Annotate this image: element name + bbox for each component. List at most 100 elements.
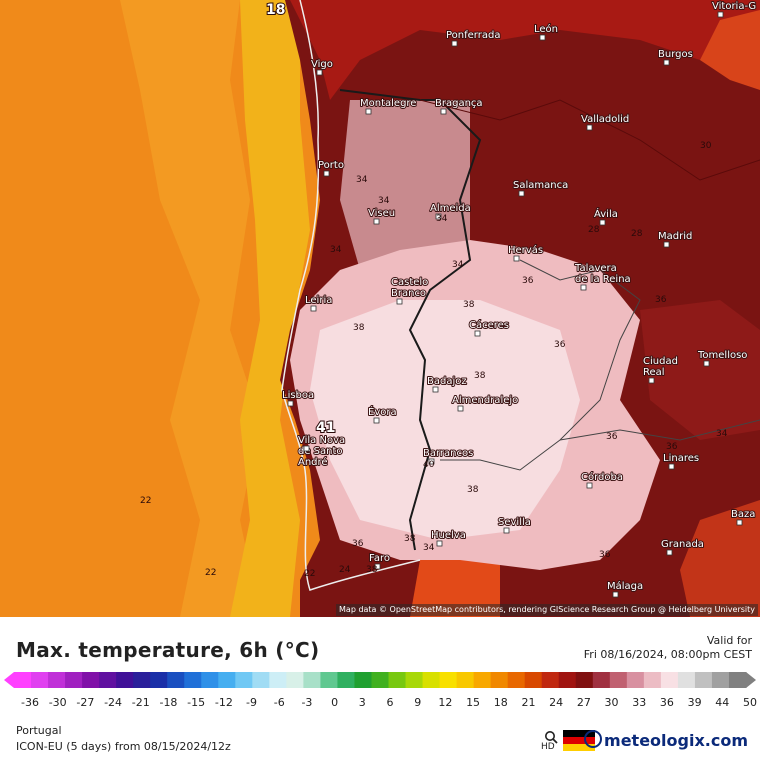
coast-yellow-band bbox=[230, 0, 310, 617]
scale-cell bbox=[116, 672, 134, 688]
isotherm-label: 34 bbox=[716, 429, 728, 439]
search-icon[interactable] bbox=[544, 730, 558, 744]
city-marker bbox=[599, 219, 606, 226]
city-marker bbox=[539, 34, 546, 41]
city-label-talavera-de-la-reina: Talavera de la Reina bbox=[574, 263, 631, 285]
city-marker bbox=[373, 218, 380, 225]
region-border-1 bbox=[440, 259, 641, 471]
se-red-area bbox=[680, 500, 760, 617]
city-label-le-n: León bbox=[534, 23, 558, 35]
scale-tick-label: 30 bbox=[604, 696, 619, 709]
scale-cell bbox=[490, 672, 509, 688]
city-marker bbox=[440, 108, 447, 115]
scale-tick-label: -12 bbox=[214, 696, 233, 709]
scale-cell bbox=[184, 672, 202, 688]
scale-cell bbox=[31, 672, 49, 688]
isotherm-label: 30 bbox=[700, 141, 712, 151]
scale-cell bbox=[269, 672, 287, 688]
isotherm-label: 22 bbox=[205, 568, 216, 578]
isotherm-label: 40 bbox=[423, 460, 435, 470]
scale-tick-label: 27 bbox=[576, 696, 591, 709]
city-marker bbox=[513, 255, 520, 262]
scale-tick-label: -9 bbox=[246, 696, 258, 709]
scale-cell bbox=[286, 672, 304, 688]
city-marker bbox=[435, 213, 442, 220]
city-labels: Vitoria-G Ponferrada León Vigo Burgos Montale… bbox=[281, 0, 757, 598]
scale-tick-label: -6 bbox=[273, 696, 285, 709]
scale-tick-label: 50 bbox=[743, 696, 757, 709]
city-marker bbox=[668, 463, 675, 470]
scale-cell bbox=[575, 672, 594, 688]
hd-label: HD bbox=[541, 742, 555, 752]
city-label-almeida: Almeida bbox=[430, 203, 471, 214]
isotherm-labels: 18 34 34 34 34 34 38 36 38 36 38 36 38 36 36 41 40 38 22 22… bbox=[140, 1, 728, 579]
scale-cell bbox=[252, 672, 270, 688]
scale-cell bbox=[677, 672, 696, 688]
city-marker bbox=[612, 591, 619, 598]
scale-cell bbox=[201, 672, 219, 688]
city-label-lisboa: Lisboa bbox=[282, 390, 314, 401]
isotherm-label: 36 bbox=[554, 340, 566, 350]
city-marker bbox=[663, 241, 670, 248]
meteologix-logo[interactable]: meteologix.com bbox=[584, 730, 748, 750]
isotherm-label: 28 bbox=[631, 229, 643, 239]
isotherm-label: 36 bbox=[352, 539, 364, 549]
isotherm-label: 38 bbox=[474, 371, 486, 381]
scale-cell bbox=[371, 672, 390, 688]
city-marker bbox=[303, 445, 310, 452]
city-marker bbox=[323, 170, 330, 177]
city-label-viseu: Viseu bbox=[368, 208, 395, 219]
scale-tick-label: 39 bbox=[687, 696, 702, 709]
isotherm-label: 28 bbox=[588, 225, 600, 235]
scale-tick-label: -30 bbox=[48, 696, 67, 709]
german-flag-icon[interactable] bbox=[563, 730, 595, 751]
scale-cell bbox=[609, 672, 628, 688]
city-label-c-rdoba: Córdoba bbox=[581, 471, 623, 483]
isotherm-label: 22 bbox=[140, 496, 151, 506]
scale-cell bbox=[167, 672, 185, 688]
city-label-montalegre: Montalegre bbox=[360, 98, 416, 109]
scale-cell bbox=[694, 672, 713, 688]
coastline bbox=[281, 0, 421, 591]
city-label-huelva: Huelva bbox=[431, 530, 466, 541]
scale-cell bbox=[524, 672, 543, 688]
city-label-c-ceres: Cáceres bbox=[469, 319, 509, 331]
isotherm-label: 36 bbox=[599, 550, 611, 560]
scale-tick-label: 44 bbox=[715, 696, 730, 709]
inland-hottest-area bbox=[310, 300, 580, 540]
scale-cell bbox=[65, 672, 83, 688]
city-label--vila: Ávila bbox=[594, 207, 618, 220]
scale-tick-label: 36 bbox=[659, 696, 674, 709]
city-marker bbox=[396, 298, 403, 305]
city-label-linares: Linares bbox=[663, 453, 699, 464]
legend-panel bbox=[0, 617, 760, 760]
city-label-madrid: Madrid bbox=[658, 231, 692, 242]
scale-tick-label: -36 bbox=[21, 696, 39, 709]
city-label-sevilla: Sevilla bbox=[498, 517, 531, 528]
scale-cell bbox=[320, 672, 338, 688]
scale-tick-label: 21 bbox=[521, 696, 536, 709]
scale-tick-label: 24 bbox=[549, 696, 564, 709]
valid-time: Fri 08/16/2024, 08:00pm CEST bbox=[583, 648, 752, 661]
city-label--vora: Évora bbox=[368, 405, 397, 418]
city-marker bbox=[287, 400, 294, 407]
scale-min-arrow bbox=[4, 672, 14, 688]
city-marker bbox=[663, 59, 670, 66]
isotherm-label: 18 bbox=[266, 2, 285, 18]
scale-cell bbox=[711, 672, 730, 688]
city-marker bbox=[373, 417, 380, 424]
city-marker bbox=[365, 108, 372, 115]
city-label-vigo: Vigo bbox=[311, 59, 333, 70]
map-title: Max. temperature, 6h (°C) bbox=[16, 638, 320, 662]
isotherm-label: 24 bbox=[339, 565, 351, 575]
ne-orange-area bbox=[700, 10, 760, 90]
scale-tick-label: 18 bbox=[493, 696, 508, 709]
city-marker bbox=[648, 377, 655, 384]
inland-pink-north bbox=[340, 100, 470, 270]
temperature-map[interactable]: Vitoria-G Ponferrada León Vigo Burgos Montale… bbox=[0, 0, 760, 617]
scale-tick-label: -3 bbox=[301, 696, 313, 709]
scale-cell bbox=[405, 672, 424, 688]
city-marker bbox=[436, 540, 443, 547]
scale-cell bbox=[99, 672, 117, 688]
city-label-badajoz: Badajoz bbox=[427, 376, 467, 387]
